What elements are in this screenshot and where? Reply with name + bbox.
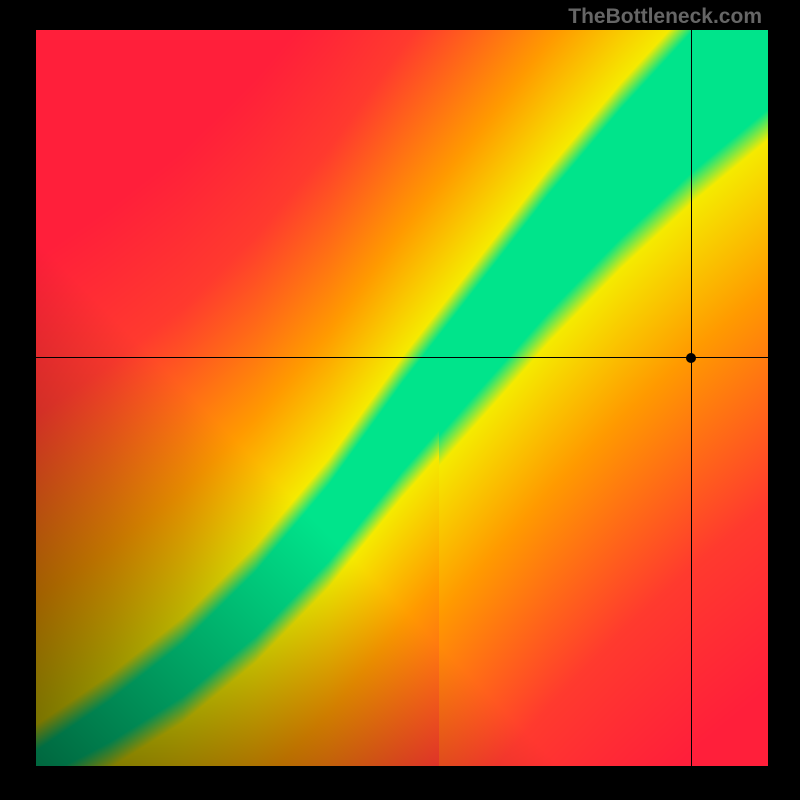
crosshair-marker <box>686 353 696 363</box>
bottleneck-heatmap <box>36 30 768 766</box>
chart-container: TheBottleneck.com <box>0 0 800 800</box>
watermark-text: TheBottleneck.com <box>568 5 762 29</box>
crosshair-vertical <box>691 30 692 766</box>
crosshair-horizontal <box>36 357 768 358</box>
